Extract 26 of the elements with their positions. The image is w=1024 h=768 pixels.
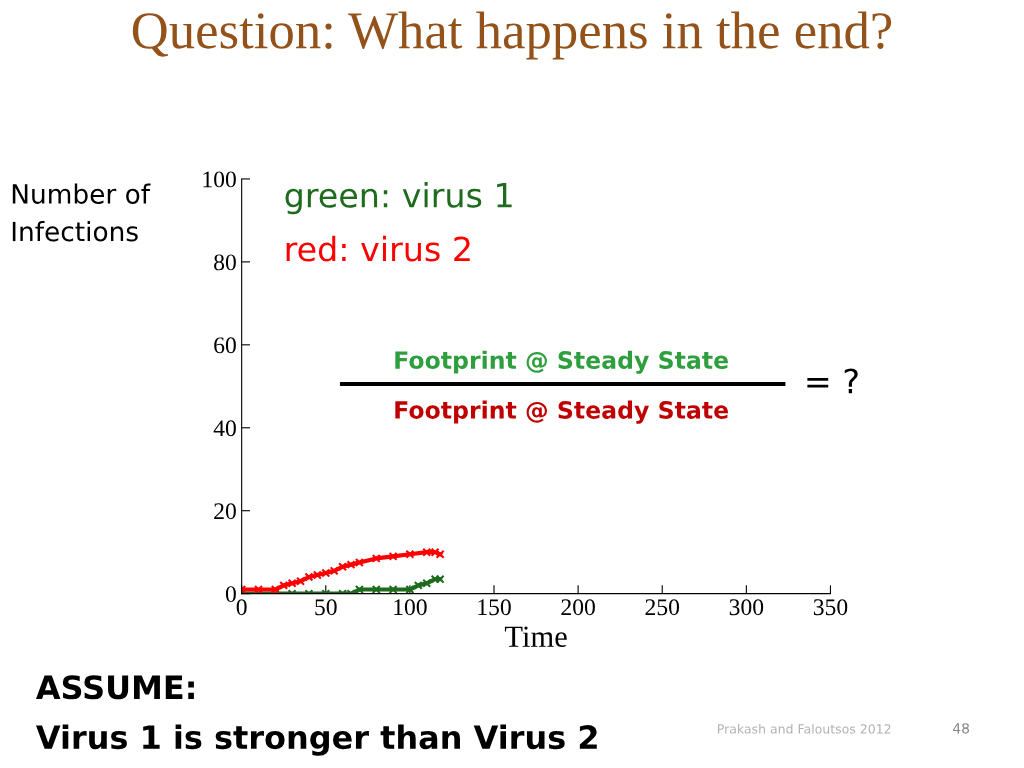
text: Virus 1 is stronger than Virus 2 (35, 724, 597, 756)
annotation: Footprint @ Steady State (395, 400, 728, 424)
x-tick-label: 150 (478, 599, 511, 616)
x-tick-label: 200 (561, 599, 595, 616)
y-tick-label: 60 (214, 337, 236, 354)
text: Prakash and Faloutsos 2012 (718, 723, 891, 734)
annotation: red: virus 2 (286, 235, 470, 262)
x-tick-label: 0 (236, 599, 247, 616)
y-tick-label: 80 (214, 254, 236, 271)
y-axis-title: Number of Infections (12, 183, 151, 242)
y-tick-label: 100 (203, 171, 236, 188)
x-tick-label: 350 (813, 599, 848, 616)
annotation: = ? (807, 368, 858, 394)
x-tick-label: 300 (729, 599, 764, 616)
text: 48 (953, 723, 970, 734)
x-tick-label: 50 (315, 599, 337, 616)
chart-title: Question: What happens in the end? (132, 11, 892, 60)
annotation: Footprint @ Steady State (395, 350, 728, 374)
x-tick-label: 100 (394, 599, 427, 616)
x-axis-title: Time (504, 626, 567, 647)
text: ASSUME: (35, 675, 194, 700)
x-tick-label: 250 (645, 599, 680, 616)
annotation: green: virus 1 (285, 182, 512, 215)
y-tick-label: 40 (213, 420, 236, 437)
y-tick-label: 0 (225, 586, 236, 603)
y-tick-label: 20 (214, 503, 236, 520)
